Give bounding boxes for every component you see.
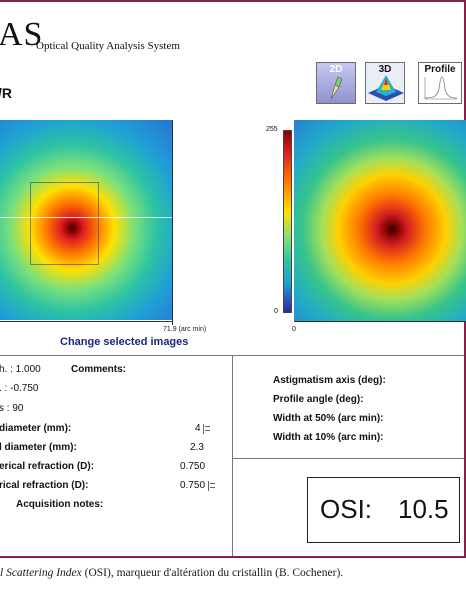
change-selected-images-link[interactable]: Change selected images: [60, 336, 189, 348]
left-image-y-axis: [172, 120, 173, 322]
pupil-diameter-stepper[interactable]: [203, 424, 211, 434]
view-3d-button[interactable]: 3D: [365, 62, 405, 104]
view-2d-button[interactable]: 2D: [316, 62, 356, 104]
caption-italic: l Scattering Index: [0, 567, 82, 579]
psf-zoom-image[interactable]: [294, 120, 466, 322]
caption-text: (OSI), marqueur d'altération du cristall…: [81, 567, 344, 579]
pencil-2d-icon: [330, 76, 343, 100]
info-row: s : 90: [0, 403, 24, 414]
psf-2d-image[interactable]: [0, 120, 172, 320]
left-image-x-axis: [0, 321, 173, 322]
osi-display: OSI: 10.5: [307, 477, 460, 543]
surface-3d-icon: [368, 75, 404, 101]
osi-separator: [232, 458, 464, 459]
diameter-value: 2.3: [190, 442, 204, 453]
view-3d-label: 3D: [378, 64, 392, 75]
comments-label: Comments:: [71, 364, 127, 375]
right-image-x-axis: [294, 321, 466, 322]
selection-box[interactable]: [30, 182, 99, 265]
spherical-refraction-value: 0.750: [180, 461, 206, 472]
info-row: h. : 1.000: [0, 364, 41, 375]
width-10-label: Width at 10% (arc min):: [273, 432, 384, 443]
width-50-label: Width at 50% (arc min):: [273, 413, 384, 424]
astigmatism-axis-label: Astigmatism axis (deg):: [273, 375, 386, 386]
figure-caption: l Scattering Index (OSI), marqueur d'alt…: [0, 567, 466, 579]
colorbar-max-label: 255: [266, 126, 278, 133]
intensity-colorbar: [283, 130, 292, 313]
diameter-label: l diameter (mm):: [0, 442, 77, 453]
pupil-diameter-value[interactable]: 4: [195, 423, 201, 434]
cylindrical-refraction-value[interactable]: 0.750: [180, 480, 206, 491]
app-header: AS Optical Quality Analysis System: [0, 0, 464, 58]
right-axis-zero-label: 0: [292, 326, 296, 333]
info-row: . : -0.750: [0, 383, 39, 394]
pupil-diameter-label: diameter (mm):: [0, 423, 72, 434]
left-axis-label: 71.9 (arc min): [163, 326, 207, 333]
cylindrical-refraction-stepper[interactable]: [208, 481, 216, 491]
view-2d-label: 2D: [329, 64, 343, 75]
app-logo: AS: [0, 16, 44, 53]
view-profile-button[interactable]: Profile: [418, 62, 462, 104]
colorbar-min-label: 0: [274, 308, 278, 315]
profile-curve-icon: [424, 76, 458, 100]
cylindrical-refraction-label: rical refraction (D):: [0, 480, 89, 491]
left-axis-tick: [172, 321, 173, 325]
section-title: /R: [0, 85, 12, 101]
view-profile-label: Profile: [424, 64, 456, 75]
app-subtitle: Optical Quality Analysis System: [36, 40, 180, 52]
spherical-refraction-label: erical refraction (D):: [0, 461, 95, 472]
profile-cursor-line[interactable]: [0, 217, 172, 218]
osi-value: 10.5: [398, 494, 449, 524]
profile-angle-label: Profile angle (deg):: [273, 394, 364, 405]
acquisition-notes-label: Acquisition notes:: [16, 499, 104, 510]
osi-label: OSI:: [320, 494, 373, 524]
info-column-separator: [232, 355, 233, 556]
